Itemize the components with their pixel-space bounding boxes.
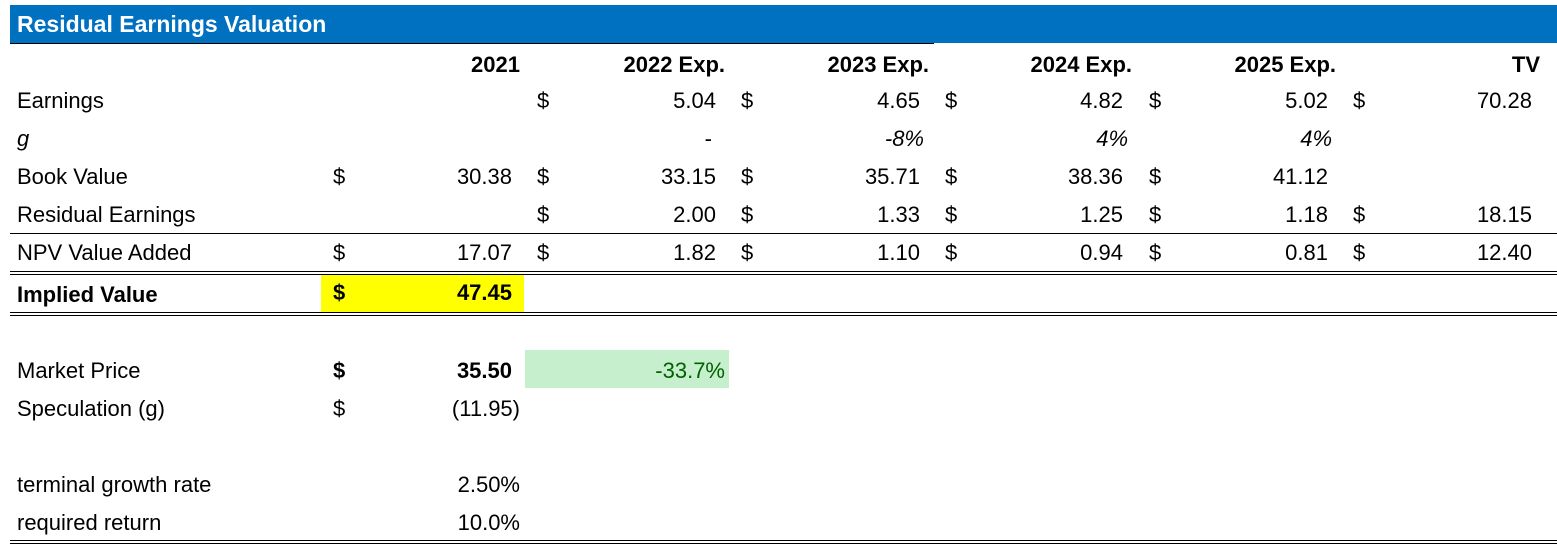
currency-symbol: $ [333,280,346,305]
npv-2021: 17.07 [456,240,512,265]
implied-value: 47.45 [456,280,512,305]
currency-symbol: $ [333,164,346,189]
earnings-2023: 4.65 [877,88,920,113]
row-divider [10,233,1557,234]
market-price-value: 35.50 [456,358,512,383]
earnings-tv: 70.28 [1476,88,1532,113]
g-2023: -8% [884,126,924,151]
currency-symbol: $ [945,164,958,189]
residual-earnings-2025: 1.18 [1285,202,1328,227]
currency-symbol: $ [1353,202,1366,227]
g-2025: 4% [1300,126,1332,151]
implied-value-highlight [321,275,524,312]
currency-symbol: $ [1353,88,1366,113]
residual-earnings-tv: 18.15 [1476,202,1532,227]
market-price-pct: -33.7% [655,358,725,383]
currency-symbol: $ [333,396,346,421]
row-divider [10,271,1557,272]
currency-symbol: $ [1149,88,1162,113]
npv-tv: 12.40 [1476,240,1532,265]
row-label-residual-earnings: Residual Earnings [17,202,196,227]
residual-earnings-2022: 2.00 [673,202,716,227]
sheet-title: Residual Earnings Valuation [17,11,327,37]
currency-symbol: $ [537,164,550,189]
title-bar: Residual Earnings Valuation [10,5,1557,43]
row-divider [10,540,1557,541]
npv-2023: 1.10 [877,240,920,265]
earnings-2025: 5.02 [1285,88,1328,113]
row-label-terminal-growth: terminal growth rate [17,472,212,497]
currency-symbol: $ [741,164,754,189]
book-value-2024: 38.36 [1067,164,1123,189]
currency-symbol: $ [1149,202,1162,227]
currency-symbol: $ [741,240,754,265]
row-label-implied-value: Implied Value [17,282,158,307]
currency-symbol: $ [537,240,550,265]
speculation-value: (11.95) [451,396,520,421]
header-2021: 2021 [471,52,520,77]
row-label-earnings: Earnings [17,88,104,113]
row-label-book-value: Book Value [17,164,128,189]
header-tv: TV [1511,52,1540,77]
currency-symbol: $ [537,202,550,227]
npv-2025: 0.81 [1285,240,1328,265]
residual-earnings-2024: 1.25 [1080,202,1123,227]
residual-earnings-2023: 1.33 [877,202,920,227]
row-divider [10,315,1557,316]
currency-symbol: $ [333,358,346,383]
row-divider [10,274,1557,275]
npv-2024: 0.94 [1080,240,1123,265]
row-label-g: g [17,126,30,151]
header-2024: 2024 Exp. [1030,52,1132,77]
header-2023: 2023 Exp. [827,52,929,77]
book-value-2021: 30.38 [456,164,512,189]
currency-symbol: $ [333,240,346,265]
book-value-2025: 41.12 [1272,164,1328,189]
book-value-2023: 35.71 [864,164,920,189]
npv-2022: 1.82 [673,240,716,265]
currency-symbol: $ [945,202,958,227]
market-price-pct-highlight [525,350,729,388]
currency-symbol: $ [537,88,550,113]
currency-symbol: $ [1149,240,1162,265]
earnings-2024: 4.82 [1080,88,1123,113]
row-label-required-return: required return [17,510,162,535]
header-2025: 2025 Exp. [1234,52,1336,77]
g-2024: 4% [1096,126,1128,151]
currency-symbol: $ [945,88,958,113]
row-label-npv-value-added: NPV Value Added [17,240,192,265]
row-divider [10,543,1557,544]
earnings-2022: 5.04 [673,88,716,113]
g-2022: - [704,126,712,151]
currency-symbol: $ [1149,164,1162,189]
currency-symbol: $ [945,240,958,265]
row-label-speculation: Speculation (g) [17,396,165,421]
row-label-market-price: Market Price [17,358,141,383]
required-return-value: 10.0% [457,510,520,535]
row-divider [10,312,1557,313]
book-value-2022: 33.15 [660,164,716,189]
header-2022: 2022 Exp. [623,52,725,77]
currency-symbol: $ [741,88,754,113]
currency-symbol: $ [741,202,754,227]
terminal-growth-value: 2.50% [457,472,520,497]
currency-symbol: $ [1353,240,1366,265]
title-underline [10,43,934,44]
